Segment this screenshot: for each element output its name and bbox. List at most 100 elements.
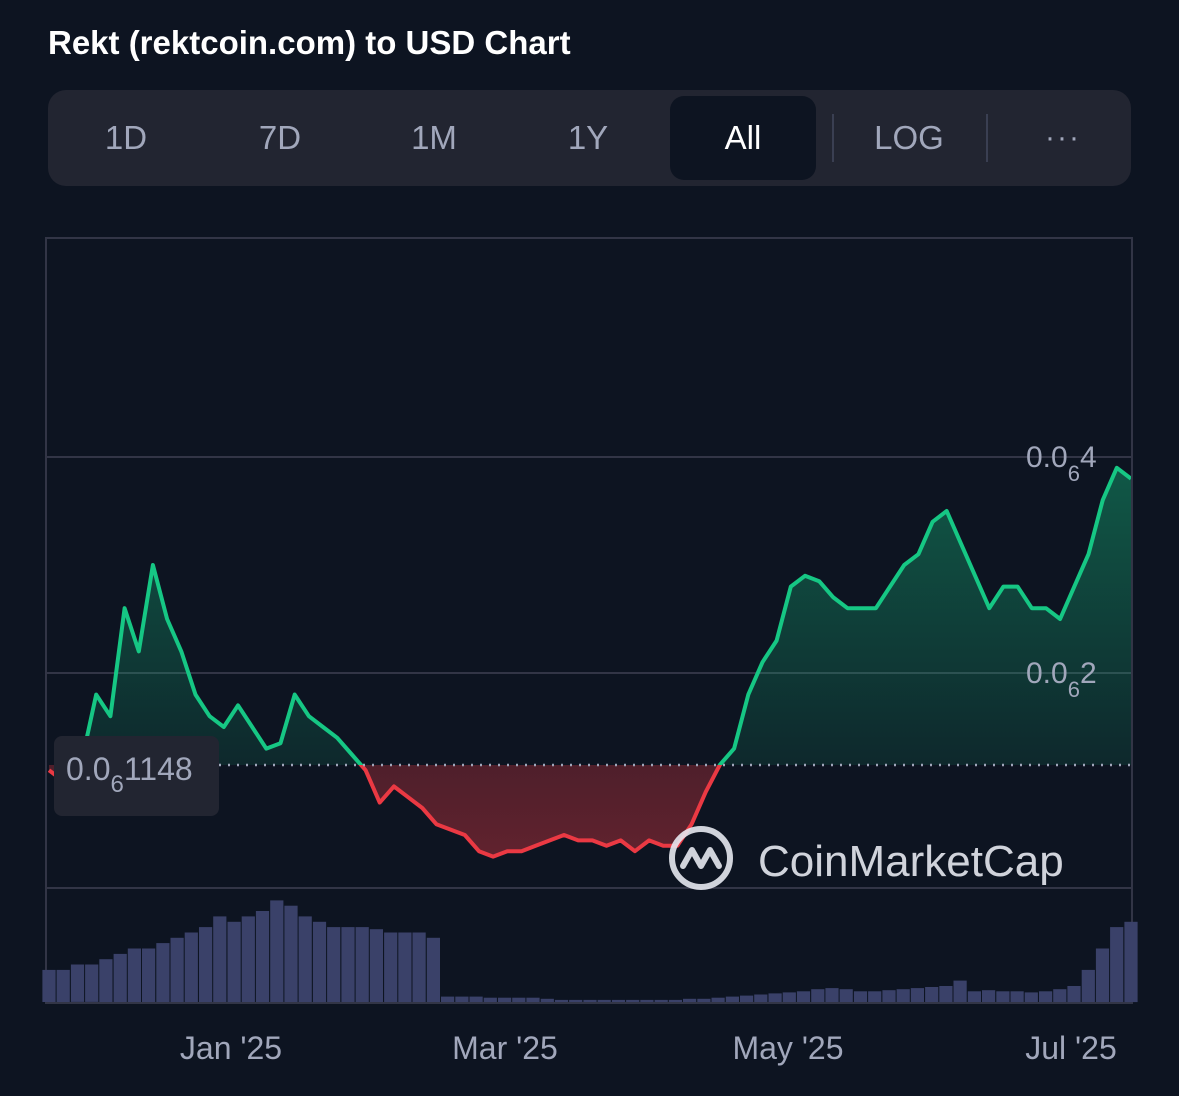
volume-bar xyxy=(384,932,398,1002)
toolbar-divider xyxy=(832,114,834,162)
volume-bar xyxy=(113,953,127,1002)
volume-bar xyxy=(896,989,910,1002)
volume-bar xyxy=(711,997,725,1002)
volume-bar xyxy=(241,916,255,1002)
volume-bar xyxy=(825,988,839,1002)
x-tick-label: Jul '25 xyxy=(1025,1030,1117,1066)
volume-bar xyxy=(312,921,327,1003)
chart-frame xyxy=(45,237,1133,1004)
volume-bar xyxy=(199,927,213,1002)
volume-bar xyxy=(611,999,626,1002)
volume-bar xyxy=(1053,989,1067,1002)
volume-bar xyxy=(142,948,156,1002)
volume-bar xyxy=(227,921,241,1003)
price-line-down xyxy=(48,765,723,859)
volume-bar xyxy=(668,999,682,1002)
volume-bar xyxy=(996,991,1010,1002)
watermark-text: CoinMarketCap xyxy=(758,837,1064,886)
volume-bar xyxy=(1124,921,1138,1003)
volume-bar xyxy=(1024,992,1038,1002)
volume-bar xyxy=(469,996,483,1002)
x-tick-label: Mar '25 xyxy=(452,1030,558,1066)
volume-bar xyxy=(768,993,782,1002)
volume-bar xyxy=(255,911,270,1002)
x-tick-label: May '25 xyxy=(732,1030,844,1066)
price-area-up xyxy=(49,467,1131,766)
volume-bar xyxy=(982,990,996,1002)
volume-bar xyxy=(910,988,924,1002)
volume-bar xyxy=(782,992,796,1002)
volume-bar xyxy=(270,900,284,1002)
volume-bar xyxy=(426,937,440,1002)
volume-bar xyxy=(284,905,298,1002)
volume-bar xyxy=(654,999,668,1002)
volume-bar xyxy=(170,937,184,1002)
volume-bar xyxy=(298,916,312,1002)
toolbar-divider xyxy=(986,114,988,162)
volume-bar xyxy=(740,995,754,1002)
volume-bar xyxy=(882,990,896,1002)
volume-bar xyxy=(939,986,953,1003)
volume-bar xyxy=(99,959,113,1002)
volume-bars xyxy=(42,900,1138,1003)
volume-bar xyxy=(1039,991,1053,1002)
volume-bar xyxy=(925,987,939,1002)
x-tick-label: Jan '25 xyxy=(179,1030,283,1066)
volume-bar xyxy=(853,991,868,1002)
volume-bar xyxy=(398,932,412,1002)
y-label-upper: 0.064 xyxy=(1026,441,1097,486)
more-options-button[interactable]: ··· xyxy=(1045,121,1081,154)
volume-bar xyxy=(725,996,739,1002)
chart-title: Rekt (rektcoin.com) to USD Chart xyxy=(48,24,571,61)
timeframe-1d-button[interactable]: 1D xyxy=(104,119,148,156)
volume-bar xyxy=(597,999,611,1002)
volume-bar xyxy=(327,927,341,1002)
volume-bar xyxy=(583,999,597,1002)
volume-bar xyxy=(355,927,369,1002)
volume-bar xyxy=(640,999,654,1002)
volume-bar xyxy=(626,999,640,1002)
volume-bar xyxy=(412,932,426,1002)
volume-bar xyxy=(156,943,170,1002)
volume-bar xyxy=(441,996,455,1002)
coinmarketcap-logo-icon xyxy=(669,826,733,890)
volume-bar xyxy=(1110,927,1124,1002)
volume-bar xyxy=(341,927,355,1002)
volume-bar xyxy=(455,996,469,1002)
coinmarketcap-watermark: CoinMarketCap xyxy=(669,826,1064,890)
volume-bar xyxy=(868,991,882,1002)
volume-bar xyxy=(526,997,540,1002)
volume-bar xyxy=(42,969,56,1002)
volume-bar xyxy=(554,999,569,1002)
volume-bar xyxy=(127,948,141,1002)
volume-bar xyxy=(697,998,711,1002)
log-scale-button[interactable]: LOG xyxy=(874,119,944,156)
volume-bar xyxy=(498,997,512,1002)
volume-bar xyxy=(56,969,70,1002)
price-line-up xyxy=(74,465,1131,766)
volume-bar xyxy=(811,989,825,1002)
volume-bar xyxy=(85,964,99,1002)
timeframe-all-button[interactable]: All xyxy=(670,96,816,180)
volume-bar xyxy=(1081,969,1095,1002)
current-price-label: 0.061148 xyxy=(66,751,193,798)
volume-bar xyxy=(683,998,697,1002)
timeframe-1y-button[interactable]: 1Y xyxy=(567,119,609,156)
y-label-lower: 0.062 xyxy=(1026,657,1097,702)
volume-bar xyxy=(754,994,768,1002)
volume-bar xyxy=(540,998,554,1002)
volume-bar xyxy=(213,916,227,1002)
timeframe-7d-button[interactable]: 7D xyxy=(258,119,302,156)
volume-bar xyxy=(184,932,198,1002)
volume-bar xyxy=(967,991,981,1002)
price-area-down xyxy=(49,765,720,857)
volume-bar xyxy=(1095,948,1110,1002)
volume-bar xyxy=(1010,991,1024,1002)
volume-bar xyxy=(839,989,853,1002)
volume-bar xyxy=(70,964,85,1002)
volume-bar xyxy=(483,997,497,1002)
volume-bar xyxy=(796,991,811,1002)
current-price-box xyxy=(54,736,219,816)
volume-bar xyxy=(1067,986,1081,1003)
timeframe-1m-button[interactable]: 1M xyxy=(411,119,457,156)
